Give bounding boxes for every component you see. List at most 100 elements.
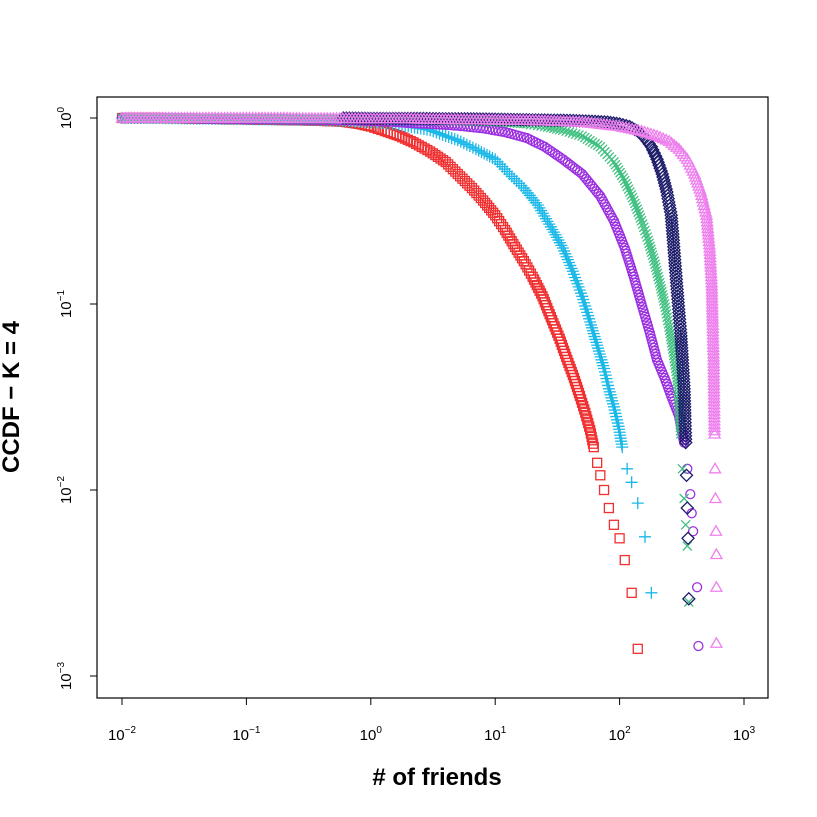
data-point-x	[579, 132, 590, 143]
data-point-square	[587, 435, 598, 446]
data-point-triangle	[612, 119, 627, 132]
data-point-plus	[561, 253, 574, 266]
data-point-plus	[556, 242, 569, 255]
data-point-square	[578, 400, 589, 412]
data-point-circle	[599, 199, 611, 210]
x-tick-base: 10	[360, 727, 377, 744]
data-point-x	[573, 130, 584, 141]
data-point-plus	[552, 234, 565, 247]
data-point-square	[509, 241, 521, 253]
data-point-diamond	[666, 230, 680, 245]
data-point-plus	[601, 376, 614, 389]
data-point-x	[623, 184, 634, 195]
data-point-plus	[531, 199, 544, 212]
data-point-x	[656, 283, 667, 294]
data-point-plus	[472, 144, 485, 157]
data-point-triangle	[701, 228, 716, 240]
y-tick-base: 10	[58, 112, 75, 129]
data-point-diamond	[665, 217, 679, 232]
data-point-plus	[605, 391, 618, 404]
data-point-plus	[574, 287, 587, 300]
data-point-plus	[503, 167, 516, 180]
data-point-plus	[564, 259, 577, 272]
data-point-diamond	[665, 227, 680, 241]
data-point-square	[518, 255, 530, 267]
x-tick-base: 10	[484, 727, 501, 744]
data-point-square	[516, 253, 528, 264]
data-point-x	[643, 235, 654, 246]
data-point-square	[520, 259, 531, 270]
data-point-diamond	[673, 322, 688, 337]
data-point-x	[642, 232, 653, 243]
data-point-diamond	[678, 425, 693, 440]
x-tick-exponent: 2	[625, 725, 631, 736]
data-point-diamond	[668, 262, 683, 277]
data-point-square	[585, 428, 597, 439]
data-point-plus	[424, 124, 437, 137]
data-point-plus	[457, 137, 470, 150]
data-point-plus	[460, 138, 473, 151]
data-point-plus	[569, 271, 582, 284]
data-point-diamond	[676, 369, 691, 383]
data-point-circle	[542, 143, 553, 154]
data-point-square	[435, 153, 446, 164]
data-point-plus	[598, 365, 611, 378]
data-point-triangle	[634, 124, 649, 136]
data-point-triangle	[637, 125, 652, 137]
data-point-square	[508, 238, 519, 250]
data-point-diamond	[663, 205, 678, 219]
data-point-plus	[433, 127, 446, 140]
data-point-diamond	[665, 220, 680, 235]
data-point-plus	[581, 306, 594, 319]
data-point-square	[583, 418, 594, 429]
data-point-diamond	[678, 422, 693, 437]
data-point-diamond	[676, 365, 691, 380]
data-point-diamond	[681, 591, 696, 606]
data-point-plus	[533, 201, 546, 214]
data-point-square	[432, 151, 444, 162]
data-point-square	[522, 262, 533, 273]
data-point-square	[585, 424, 596, 436]
data-point-square	[592, 457, 603, 468]
data-point-circle	[544, 145, 556, 156]
data-point-x	[652, 268, 663, 279]
data-point-plus	[451, 134, 464, 147]
data-point-x	[619, 175, 630, 186]
data-point-plus	[544, 220, 557, 233]
data-point-x	[618, 173, 629, 184]
data-point-square	[586, 431, 597, 443]
data-point-x	[570, 129, 581, 140]
data-point-plus	[631, 497, 644, 510]
data-point-plus	[592, 342, 605, 355]
data-point-diamond	[675, 347, 689, 361]
data-point-x	[632, 204, 643, 215]
data-point-triangle	[622, 121, 636, 134]
data-point-diamond	[668, 255, 682, 270]
data-point-plus	[590, 336, 603, 349]
x-tick-exponent: 1	[501, 725, 507, 736]
data-point-plus	[538, 209, 551, 222]
data-point-x	[616, 170, 627, 181]
data-point-x	[613, 165, 624, 175]
data-point-plus	[454, 135, 467, 148]
data-point-square	[513, 247, 524, 258]
data-point-plus	[616, 441, 629, 454]
data-point-plus	[603, 385, 616, 398]
data-point-x	[644, 238, 655, 249]
data-point-plus	[592, 345, 605, 358]
data-point-x	[638, 222, 649, 233]
data-point-circle	[687, 526, 699, 537]
data-point-plus	[594, 350, 607, 363]
data-point-plus	[625, 476, 638, 489]
data-point-plus	[570, 274, 583, 287]
data-point-triangle	[707, 420, 722, 433]
data-point-square	[584, 421, 595, 432]
data-point-diamond	[665, 223, 680, 238]
data-point-plus	[558, 244, 571, 257]
data-point-plus	[572, 280, 585, 293]
data-point-plus	[588, 330, 601, 343]
data-point-square	[579, 404, 590, 415]
data-point-x	[608, 157, 619, 167]
data-point-plus	[563, 256, 576, 269]
